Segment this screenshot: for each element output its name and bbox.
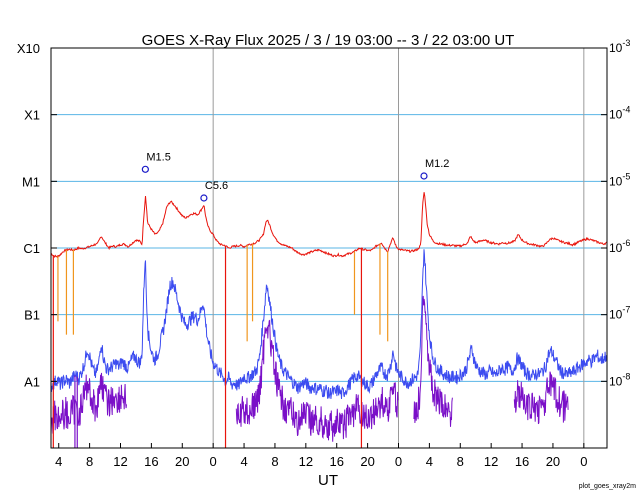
- x-tick-label: 16: [144, 454, 158, 469]
- x-tick-label: 12: [113, 454, 127, 469]
- x-tick-label: 8: [271, 454, 278, 469]
- flare-label: M1.2: [425, 158, 449, 170]
- x-tick-label: 12: [484, 454, 498, 469]
- chart-title: GOES X-Ray Flux 2025 / 3 / 19 03:00 -- 3…: [142, 32, 515, 49]
- y-tick-label-left: B1: [24, 308, 40, 323]
- credit-label: plot_goes_xray2m: [579, 483, 636, 490]
- flare-marker: [420, 172, 428, 180]
- y-tick-label-right: 10-3: [609, 38, 630, 55]
- x-tick-label: 20: [546, 454, 560, 469]
- flare-marker: [141, 165, 149, 173]
- series-short-low-line: [513, 371, 569, 425]
- y-tick-label-right: 10-7: [609, 305, 630, 322]
- x-tick-label: 4: [240, 454, 247, 469]
- flare-annotations: M1.5 C5.6 M1.2: [141, 151, 449, 202]
- x-tick-label: 12: [299, 454, 313, 469]
- flux-series: [50, 192, 608, 448]
- y-tick-exponent: -8: [622, 371, 630, 381]
- x-tick-label: 20: [360, 454, 374, 469]
- flare-label: C5.6: [205, 180, 228, 192]
- series-short-line: [50, 249, 607, 400]
- x-tick-label: 16: [515, 454, 529, 469]
- x-axis-label: UT: [318, 472, 338, 489]
- y-tick-exponent: -6: [622, 238, 630, 248]
- y-tick-label-left: A1: [24, 374, 40, 389]
- x-tick-label: 8: [457, 454, 464, 469]
- y-tick-label-left: X10: [17, 41, 40, 56]
- y-tick-label-left: X1: [24, 108, 40, 123]
- x-tick-label: 20: [175, 454, 189, 469]
- flare-marker: [200, 194, 208, 202]
- y-tick-label-left: M1: [22, 174, 40, 189]
- x-tick-label: 4: [55, 454, 62, 469]
- x-tick-label: 4: [426, 454, 433, 469]
- y-tick-exponent: -3: [622, 38, 630, 48]
- y-tick-label-right: 10-4: [609, 105, 630, 122]
- y-tick-exponent: -4: [622, 105, 630, 115]
- series-short-low-line: [413, 295, 453, 427]
- y-tick-label-right: 10-6: [609, 238, 630, 255]
- x-tick-label: 16: [329, 454, 343, 469]
- flare-label: M1.5: [146, 151, 170, 163]
- series-short-low-line: [235, 319, 399, 442]
- y-tick-label-right: 10-5: [609, 171, 630, 188]
- x-tick-label: 8: [86, 454, 93, 469]
- x-tick-label: 0: [210, 454, 217, 469]
- x-tick-label: 0: [580, 454, 587, 469]
- y-tick-exponent: -7: [622, 305, 630, 315]
- x-tick-label: 0: [395, 454, 402, 469]
- y-tick-label-right: 10-8: [609, 371, 630, 388]
- series-short-low-line: [50, 372, 127, 435]
- series-long-line: [50, 192, 608, 259]
- y-tick-label-left: C1: [23, 241, 40, 256]
- axis-labels: X10 X1 M1 C1 B1 A1 10-3 10-4 10-5 10-6 10-7 10-8 4 8 1…: [17, 38, 631, 469]
- y-tick-exponent: -5: [622, 171, 630, 181]
